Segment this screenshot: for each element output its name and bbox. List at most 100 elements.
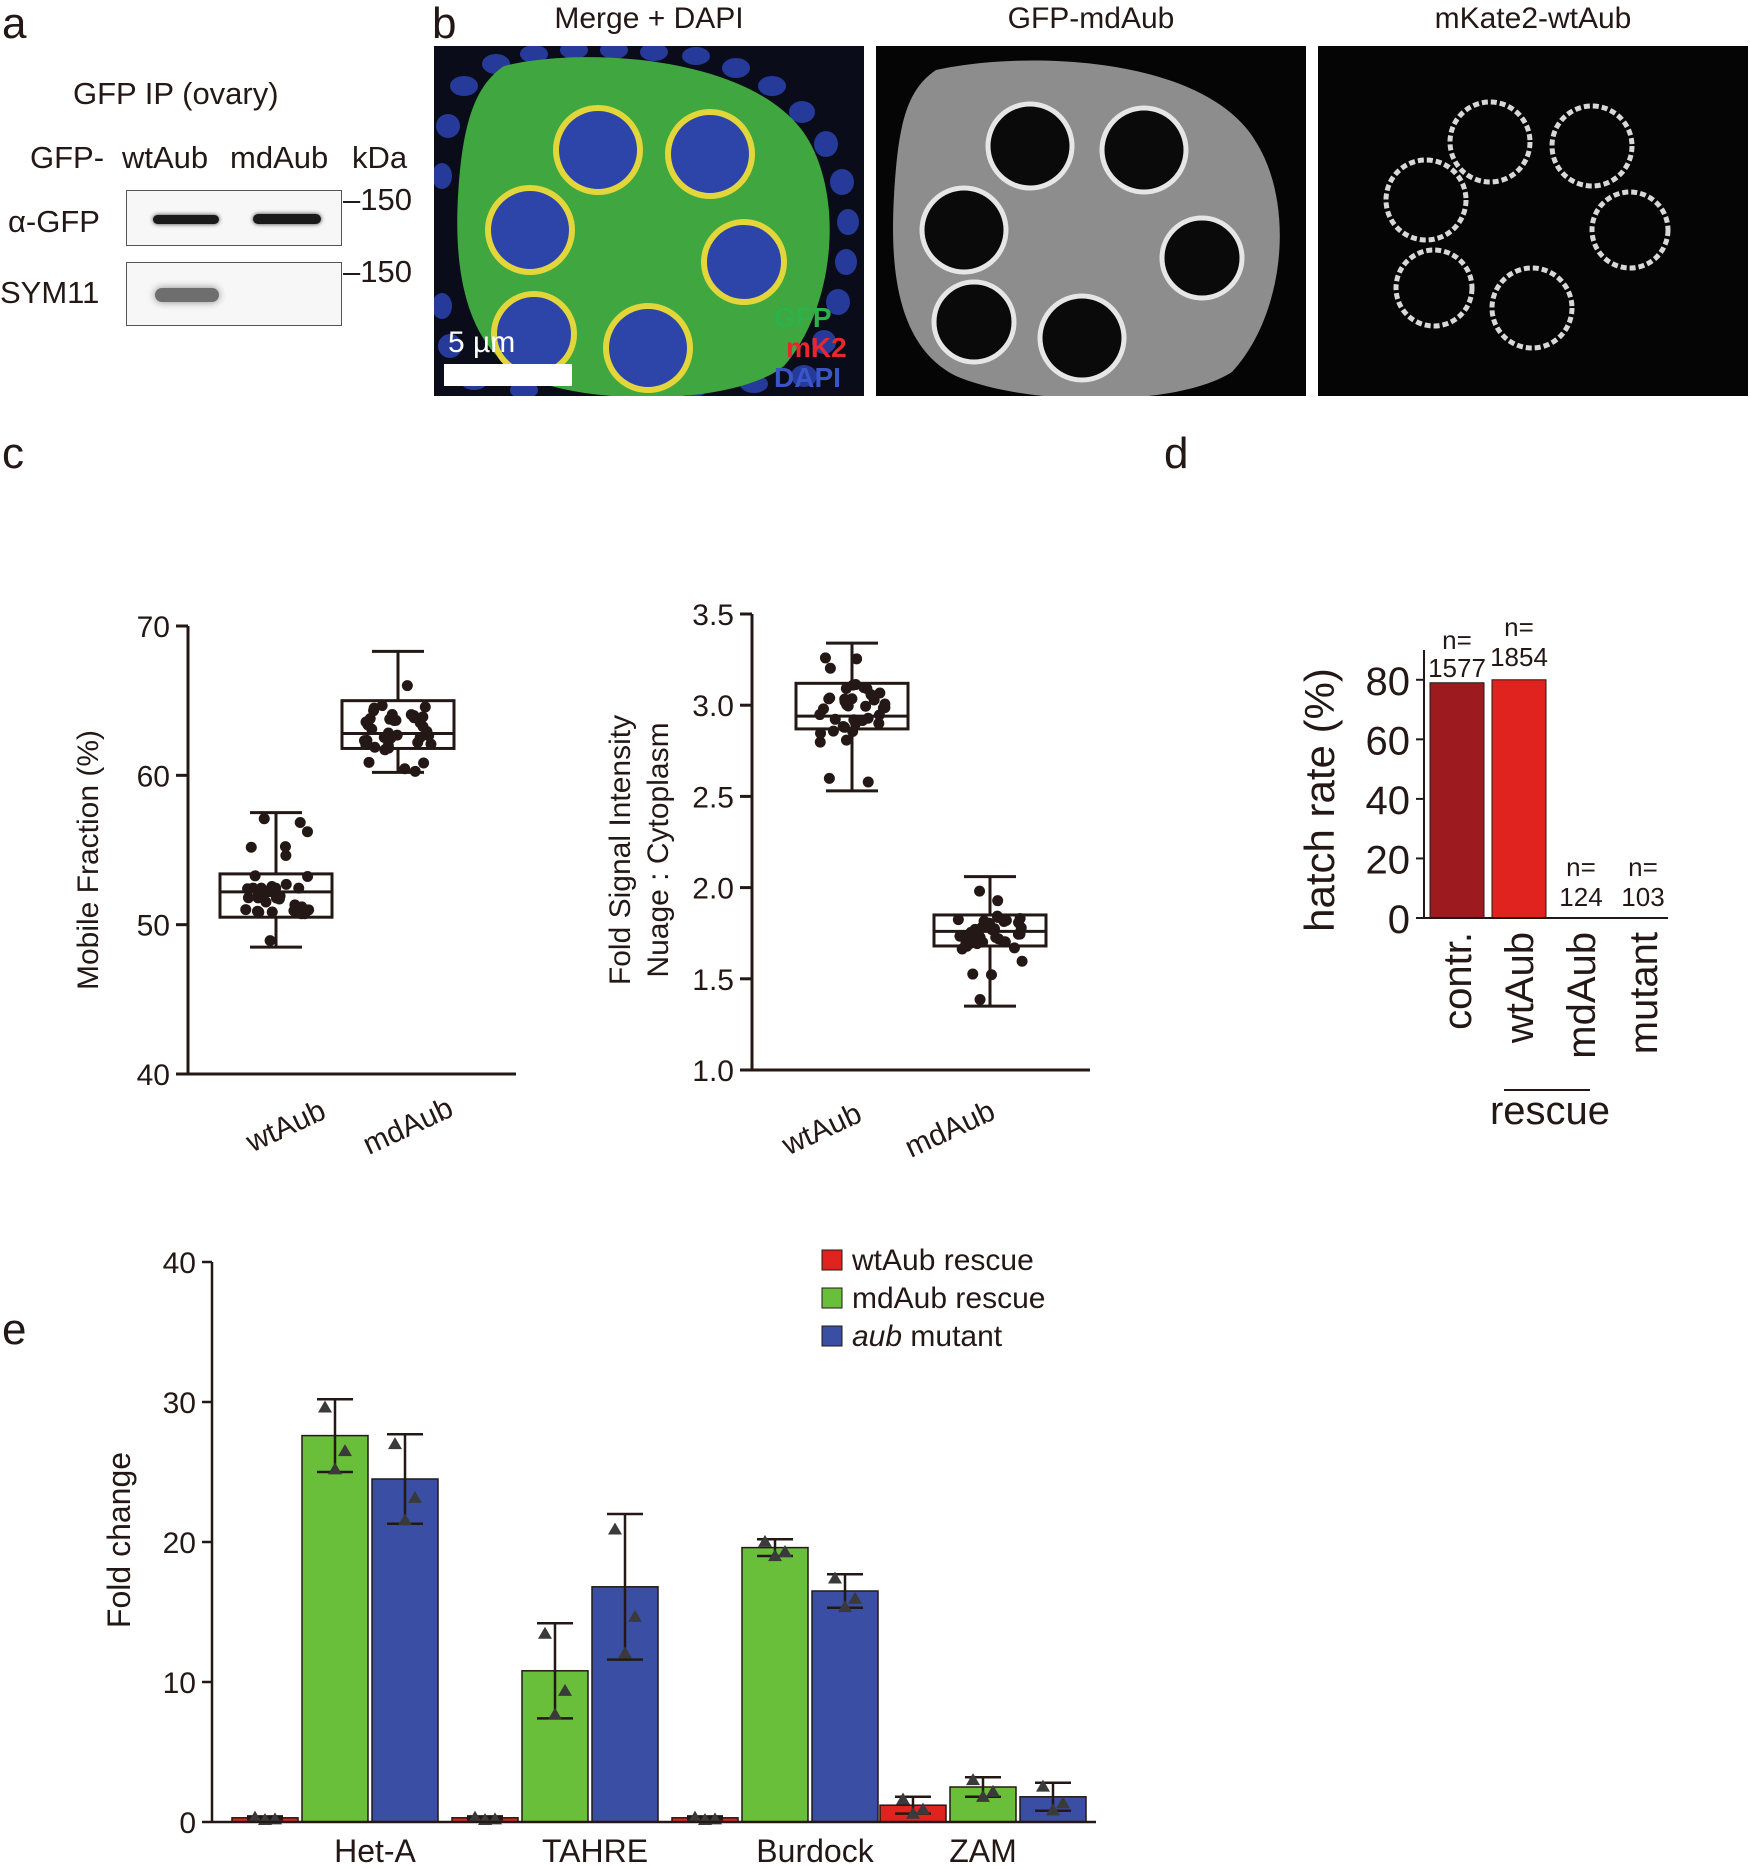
blot-band — [253, 214, 321, 224]
replicate-marker — [558, 1683, 572, 1696]
data-point — [383, 734, 395, 746]
data-point — [974, 885, 986, 897]
data-point — [1000, 914, 1012, 926]
blot-band — [155, 288, 219, 302]
channel-label-dapi: DAPI — [774, 362, 841, 393]
data-point — [824, 662, 836, 674]
x-tick-label-mdAub: mdAub — [1560, 932, 1604, 1059]
y-tick-label: 60 — [137, 760, 170, 793]
y-axis-title: hatch rate (%) — [1296, 668, 1343, 932]
panel-e-chart: 0 10 20 30 40 Fold change Het-A TAHRE Burdock Z… — [101, 1244, 1096, 1869]
replicate-marker — [408, 1490, 422, 1503]
panel-letter-b: b — [432, 0, 457, 48]
replicate-marker — [388, 1437, 402, 1450]
replicate-marker — [1036, 1779, 1050, 1792]
data-point — [252, 906, 264, 918]
panel-letter-e: e — [2, 1305, 27, 1354]
data-point — [840, 734, 852, 746]
data-point — [1016, 955, 1028, 967]
data-point — [266, 880, 278, 892]
data-point — [273, 893, 285, 905]
data-point — [302, 871, 314, 883]
n-label-value: 124 — [1559, 882, 1602, 912]
y-axis-title: Mobile Fraction (%) — [72, 730, 105, 990]
data-point — [384, 713, 396, 725]
panel-letter-c: c — [2, 429, 24, 478]
data-point — [366, 723, 378, 735]
replicate-marker — [338, 1444, 352, 1457]
data-point — [280, 878, 292, 890]
data-point — [971, 938, 983, 950]
data-point — [369, 741, 381, 753]
replicate-marker — [896, 1792, 910, 1805]
data-point — [280, 850, 292, 862]
data-point — [986, 924, 998, 936]
replicate-marker — [976, 1789, 990, 1802]
replicate-marker — [318, 1400, 332, 1413]
y-tick-label: 0 — [179, 1807, 196, 1840]
data-point — [240, 904, 252, 916]
data-point — [862, 712, 874, 724]
replicate-marker — [328, 1462, 342, 1475]
replicate-marker — [986, 1784, 1000, 1797]
data-point — [1013, 917, 1025, 929]
blot-title: GFP IP (ovary) — [73, 76, 279, 111]
data-point — [823, 772, 835, 784]
data-point — [419, 701, 431, 713]
replicate-marker — [608, 1522, 622, 1535]
replicate-marker — [1056, 1796, 1070, 1809]
y-tick-label: 0 — [1388, 898, 1410, 942]
replicate-marker — [838, 1600, 852, 1613]
blot-row-prefix: GFP- — [30, 140, 105, 175]
data-point — [409, 765, 421, 777]
replicate-marker — [916, 1802, 930, 1815]
y-axis-title: Fold change — [101, 1452, 137, 1628]
bar-Het-A-1 — [301, 1434, 369, 1823]
scale-bar-label: 5 µm — [448, 326, 516, 359]
data-point — [418, 757, 430, 769]
blot-strip-alpha-gfp — [126, 190, 342, 246]
y-tick-label: 70 — [137, 611, 170, 644]
blot-label-sym11: SYM11 — [0, 275, 100, 310]
data-point — [379, 744, 391, 756]
panel-letter-d: d — [1164, 429, 1189, 478]
channel-label-mk2: mK2 — [786, 332, 847, 363]
bar-contr. — [1429, 682, 1485, 919]
image-title-mkate2-wtaub: mKate2-wtAub — [1434, 2, 1632, 35]
image-mkate2-wtaub — [1318, 46, 1748, 396]
replicate-marker — [906, 1806, 920, 1819]
replicate-marker — [688, 1810, 702, 1823]
data-point — [258, 813, 270, 825]
y-tick-label: 50 — [137, 910, 170, 943]
y-tick-label: 20 — [1366, 838, 1411, 882]
blot-label-alpha-gfp: α-GFP — [8, 204, 100, 239]
replicate-marker — [778, 1544, 792, 1557]
data-point — [839, 721, 851, 733]
data-point — [252, 891, 264, 903]
data-point — [862, 776, 874, 788]
data-point — [974, 994, 986, 1006]
y-tick-label: 80 — [1366, 660, 1411, 704]
replicate-marker — [1046, 1803, 1060, 1816]
data-point — [408, 712, 420, 724]
replicate-marker — [758, 1534, 772, 1547]
x-tick-label-mutant: mutant — [1622, 932, 1666, 1054]
data-point — [249, 870, 261, 882]
blot-unit-label: kDa — [352, 140, 408, 175]
legend-label: wtAub rescue — [851, 1244, 1034, 1277]
data-point — [815, 727, 827, 739]
data-point — [952, 914, 964, 926]
y-axis-title-line1: Fold Signal Intensity — [604, 715, 637, 985]
image-gfp-mdaub — [876, 46, 1306, 396]
n-label-prefix: n= — [1442, 625, 1472, 655]
y-tick-label: 40 — [1366, 779, 1411, 823]
data-point — [873, 717, 885, 729]
data-point — [860, 700, 872, 712]
replicate-marker — [618, 1646, 632, 1659]
data-point — [861, 683, 873, 695]
blot-lane-label-mdaub: mdAub — [230, 140, 329, 175]
y-tick-label: 2.5 — [692, 781, 734, 814]
data-point — [294, 816, 306, 828]
panel-letter-a: a — [2, 0, 27, 48]
